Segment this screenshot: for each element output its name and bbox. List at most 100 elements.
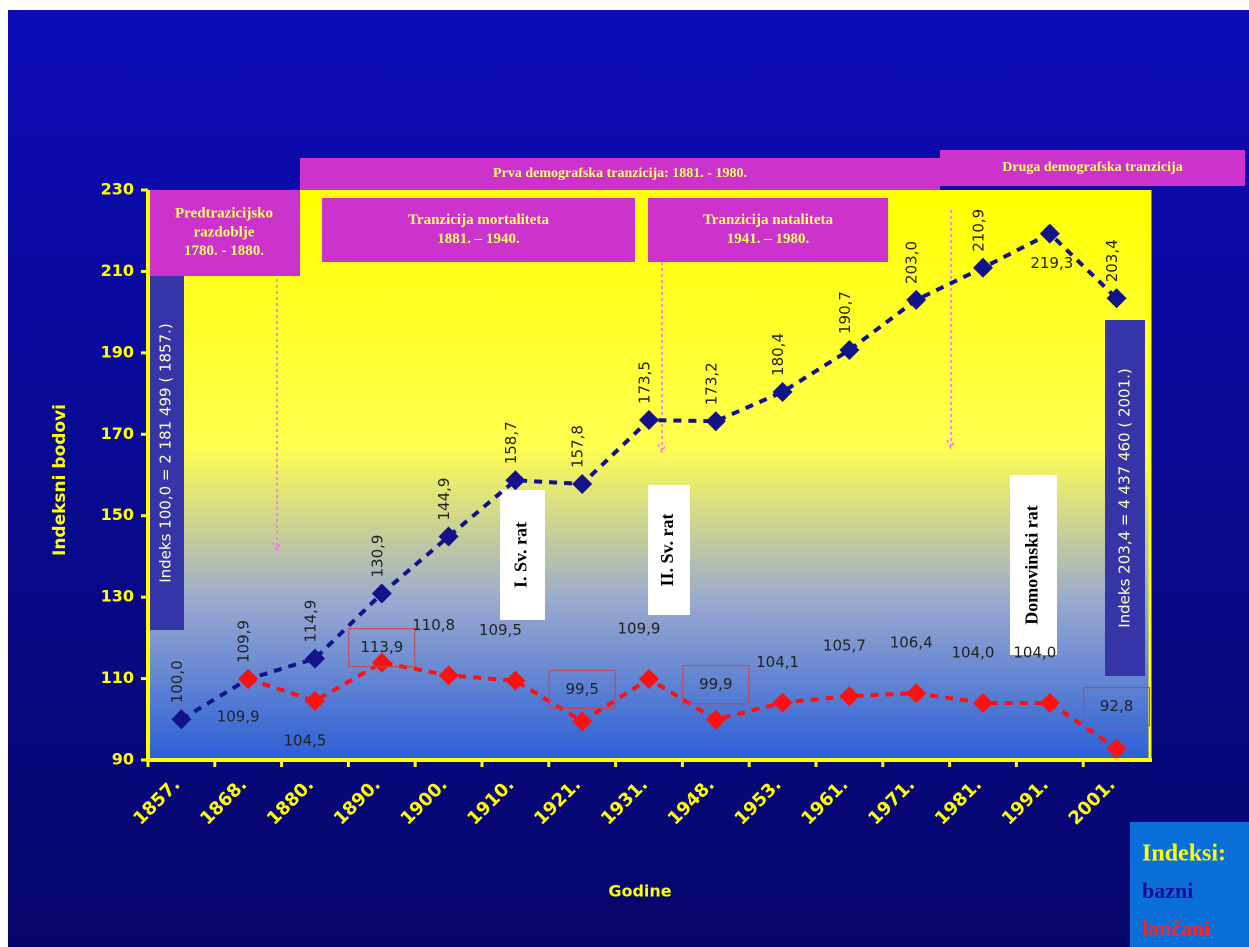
marker — [839, 340, 860, 361]
value-label: 130,9 — [368, 535, 386, 578]
value-label: 114,9 — [302, 600, 320, 643]
annotation-text: Indeks 100,0 = 2 181 499 ( 1857.) — [157, 323, 175, 583]
marker — [238, 668, 259, 689]
legend-box — [1130, 822, 1249, 947]
marker — [705, 709, 726, 730]
marker — [772, 692, 793, 713]
annotation-text: I. Sv. rat — [511, 522, 531, 588]
value-label: 92,8 — [1100, 697, 1133, 715]
value-label: 104,0 — [1013, 644, 1056, 662]
value-label: 100,0 — [168, 660, 186, 703]
value-label: 109,5 — [479, 621, 522, 639]
marker — [572, 711, 593, 732]
y-axis-label: Indeksni bodovi — [50, 404, 70, 556]
value-label: 173,2 — [702, 362, 720, 405]
x-axis-label: Godine — [608, 882, 671, 901]
annotation-text: Tranzicija mortaliteta — [408, 212, 549, 228]
value-label: 105,7 — [823, 637, 866, 655]
marker — [572, 473, 593, 494]
value-label-box — [548, 669, 616, 709]
annotation-text: razdoblje — [194, 224, 255, 240]
value-label: 104,0 — [952, 644, 995, 662]
annotation-box — [300, 158, 940, 190]
marker — [171, 709, 192, 730]
y-tick-label: 90 — [112, 750, 134, 769]
y-tick-label: 170 — [101, 424, 134, 443]
y-tick-label: 110 — [101, 668, 134, 687]
annotation-text: 1881. – 1940. — [437, 231, 520, 247]
value-label: 104,1 — [756, 653, 799, 671]
annotation-box — [940, 150, 1245, 186]
annotation-box — [1105, 320, 1145, 676]
marker — [305, 648, 325, 669]
marker — [305, 690, 325, 711]
marker — [1039, 693, 1060, 713]
annotation-box — [322, 198, 635, 262]
value-label: 109,9 — [618, 619, 661, 637]
value-label: 203,4 — [1103, 239, 1121, 282]
marker — [1039, 223, 1060, 244]
value-label: 106,4 — [890, 634, 933, 652]
marker — [839, 686, 860, 707]
value-label: 173,5 — [636, 361, 654, 404]
annotation-text: 1780. - 1880. — [184, 243, 264, 259]
annotation-text: II. Sv. rat — [657, 513, 677, 586]
annotation-text: Domovinski rat — [1022, 505, 1042, 625]
value-label: 219,3 — [1030, 254, 1073, 272]
value-label: 180,4 — [769, 333, 787, 376]
value-label: 99,5 — [565, 680, 598, 698]
marker — [505, 470, 526, 491]
y-tick-label: 150 — [101, 505, 134, 524]
value-label: 109,9 — [235, 620, 253, 663]
value-label: 104,5 — [284, 731, 327, 749]
annotation-box — [648, 198, 888, 262]
annotation-box — [1010, 475, 1057, 655]
marker — [505, 670, 526, 691]
value-label: 144,9 — [435, 478, 453, 521]
value-label: 210,9 — [970, 209, 988, 252]
y-tick-label: 230 — [101, 180, 134, 199]
value-label-box — [682, 665, 750, 705]
annotation-text: Druga demografska tranzicija — [1002, 160, 1182, 175]
marker — [973, 693, 993, 713]
annotation-text: Tranzicija nataliteta — [703, 212, 834, 228]
annotation-text: Prva demografska tranzicija: 1881. - 198… — [493, 166, 747, 181]
value-label: 158,7 — [502, 421, 520, 464]
value-label: 157,8 — [569, 425, 587, 468]
annotation-text: Predtrazicijsko — [175, 206, 273, 222]
legend-entry: lančani — [1142, 916, 1210, 941]
marker — [639, 410, 659, 431]
marker — [438, 526, 459, 547]
value-label: 190,7 — [836, 291, 854, 334]
marker — [705, 411, 726, 432]
annotation-box — [648, 485, 690, 615]
value-label-box — [348, 628, 416, 668]
marker — [906, 683, 927, 704]
value-label: 99,9 — [699, 675, 732, 693]
marker — [1106, 288, 1127, 309]
value-label: 109,9 — [217, 707, 260, 725]
value-label-box — [1083, 687, 1151, 727]
marker — [1106, 738, 1127, 759]
marker — [906, 289, 927, 310]
value-label: 113,9 — [360, 638, 403, 656]
marker — [371, 583, 392, 604]
marker — [973, 257, 993, 278]
annotation-box — [148, 190, 300, 276]
value-label: 203,0 — [903, 241, 921, 284]
y-tick-label: 190 — [101, 342, 134, 361]
legend-title: Indeksi: — [1142, 841, 1226, 867]
y-tick-label: 210 — [101, 261, 134, 280]
annotation-box — [148, 276, 184, 630]
marker — [438, 665, 459, 686]
marker — [639, 668, 659, 689]
annotation-text: 1941. – 1980. — [727, 231, 810, 247]
annotation-box — [500, 490, 545, 620]
annotation-text: Indeks 203,4 = 4 437 460 ( 2001.) — [1116, 368, 1134, 628]
legend-entry: bazni — [1142, 878, 1193, 903]
marker — [772, 381, 793, 402]
y-tick-label: 130 — [101, 587, 134, 606]
value-label: 110,8 — [412, 616, 455, 634]
marker — [371, 652, 392, 673]
